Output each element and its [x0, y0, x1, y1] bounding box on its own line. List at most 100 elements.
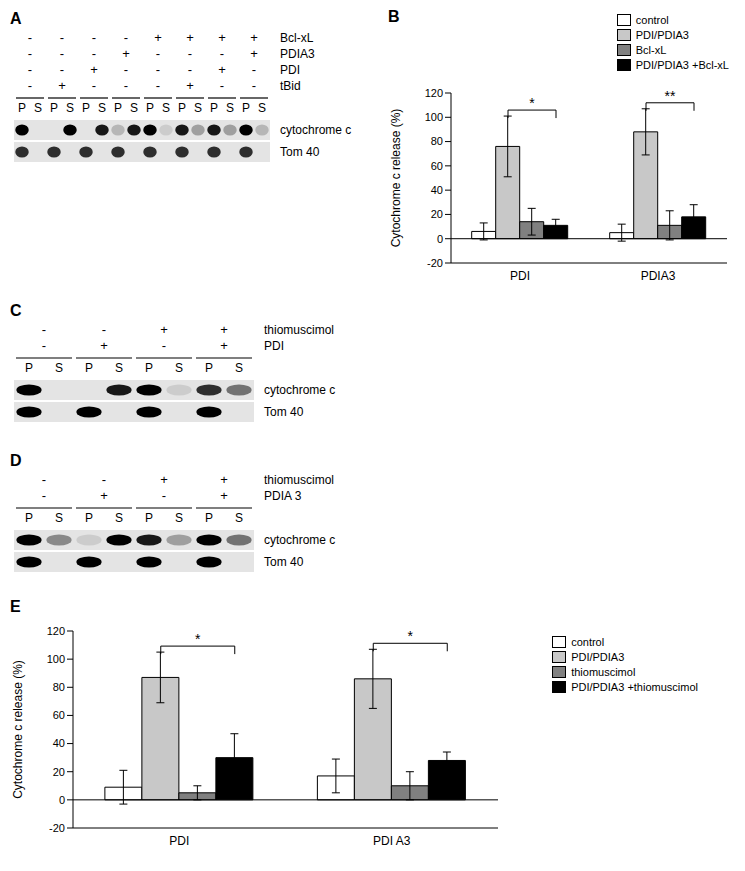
svg-text:Cytochrome c release (%): Cytochrome c release (%): [11, 660, 25, 799]
svg-text:20: 20: [431, 208, 443, 220]
svg-text:+: +: [160, 472, 168, 487]
svg-text:Tom 40: Tom 40: [264, 405, 304, 419]
svg-text:+: +: [220, 322, 228, 337]
svg-text:P: P: [205, 511, 213, 525]
svg-text:S: S: [258, 101, 266, 115]
svg-text:-: -: [102, 322, 106, 337]
svg-text:PDIA 3: PDIA 3: [264, 489, 302, 503]
svg-text:PDI A3: PDI A3: [373, 834, 411, 848]
svg-text:100: 100: [47, 653, 65, 665]
svg-text:P: P: [18, 101, 26, 115]
svg-text:60: 60: [431, 160, 443, 172]
svg-text:100: 100: [425, 111, 443, 123]
svg-text:-: -: [28, 78, 32, 93]
svg-text:P: P: [82, 101, 90, 115]
svg-text:S: S: [115, 511, 123, 525]
svg-text:S: S: [162, 101, 170, 115]
svg-text:P: P: [25, 511, 33, 525]
svg-text:120: 120: [425, 87, 443, 99]
svg-text:-: -: [42, 322, 46, 337]
svg-text:Bcl-xL: Bcl-xL: [280, 31, 314, 45]
svg-text:P: P: [210, 101, 218, 115]
svg-text:-: -: [28, 62, 32, 77]
svg-text:+: +: [220, 472, 228, 487]
svg-text:+: +: [90, 62, 98, 77]
svg-text:*: *: [195, 631, 201, 647]
svg-text:-: -: [124, 78, 128, 93]
svg-text:-: -: [92, 46, 96, 61]
svg-text:+: +: [220, 488, 228, 503]
svg-text:80: 80: [431, 135, 443, 147]
svg-text:S: S: [66, 101, 74, 115]
svg-text:120: 120: [47, 625, 65, 637]
svg-text:P: P: [145, 511, 153, 525]
svg-text:+: +: [218, 30, 226, 45]
svg-text:S: S: [130, 101, 138, 115]
svg-text:+: +: [186, 78, 194, 93]
svg-text:S: S: [226, 101, 234, 115]
svg-text:thiomuscimol: thiomuscimol: [264, 473, 334, 487]
svg-text:-: -: [188, 46, 192, 61]
svg-text:P: P: [145, 361, 153, 375]
svg-text:C: C: [10, 302, 22, 319]
svg-text:-: -: [92, 30, 96, 45]
svg-text:PDI: PDI: [264, 339, 284, 353]
svg-text:P: P: [178, 101, 186, 115]
svg-text:**: **: [665, 88, 676, 104]
svg-text:40: 40: [53, 737, 65, 749]
svg-text:PDI: PDI: [280, 63, 300, 77]
svg-text:A: A: [10, 10, 22, 27]
svg-text:-: -: [156, 78, 160, 93]
svg-text:80: 80: [53, 681, 65, 693]
svg-text:40: 40: [431, 184, 443, 196]
svg-text:-: -: [220, 78, 224, 93]
svg-text:-: -: [252, 78, 256, 93]
svg-text:S: S: [34, 101, 42, 115]
svg-text:cytochrome c: cytochrome c: [280, 123, 351, 137]
svg-text:PDI: PDI: [169, 834, 189, 848]
svg-text:S: S: [235, 511, 243, 525]
svg-text:S: S: [55, 361, 63, 375]
svg-text:+: +: [160, 322, 168, 337]
svg-text:-: -: [60, 30, 64, 45]
svg-text:PDIA3: PDIA3: [280, 47, 315, 61]
svg-text:-: -: [156, 62, 160, 77]
svg-text:S: S: [235, 361, 243, 375]
svg-text:-20: -20: [427, 257, 443, 269]
svg-text:-: -: [42, 488, 46, 503]
svg-text:thiomuscimol: thiomuscimol: [264, 323, 334, 337]
svg-text:P: P: [25, 361, 33, 375]
svg-text:-: -: [42, 472, 46, 487]
svg-text:D: D: [10, 452, 22, 469]
svg-text:*: *: [529, 95, 535, 111]
svg-text:0: 0: [59, 794, 65, 806]
svg-text:P: P: [85, 361, 93, 375]
svg-text:+: +: [58, 78, 66, 93]
svg-text:-: -: [28, 46, 32, 61]
svg-text:-: -: [220, 46, 224, 61]
svg-text:P: P: [50, 101, 58, 115]
svg-text:cytochrome c: cytochrome c: [264, 533, 335, 547]
svg-text:*: *: [408, 628, 414, 644]
svg-text:+: +: [250, 46, 258, 61]
svg-text:+: +: [218, 62, 226, 77]
svg-text:-: -: [102, 472, 106, 487]
svg-text:+: +: [220, 338, 228, 353]
svg-text:cytochrome c: cytochrome c: [264, 383, 335, 397]
svg-text:+: +: [122, 46, 130, 61]
svg-text:S: S: [98, 101, 106, 115]
svg-text:+: +: [186, 30, 194, 45]
svg-text:+: +: [154, 30, 162, 45]
svg-text:+: +: [100, 338, 108, 353]
svg-text:S: S: [55, 511, 63, 525]
svg-text:tBid: tBid: [280, 79, 301, 93]
svg-text:P: P: [114, 101, 122, 115]
svg-text:+: +: [100, 488, 108, 503]
svg-text:-: -: [124, 62, 128, 77]
svg-text:60: 60: [53, 709, 65, 721]
svg-text:S: S: [194, 101, 202, 115]
svg-text:P: P: [146, 101, 154, 115]
svg-text:P: P: [85, 511, 93, 525]
svg-text:PDI: PDI: [510, 269, 530, 283]
svg-text:Tom 40: Tom 40: [264, 555, 304, 569]
